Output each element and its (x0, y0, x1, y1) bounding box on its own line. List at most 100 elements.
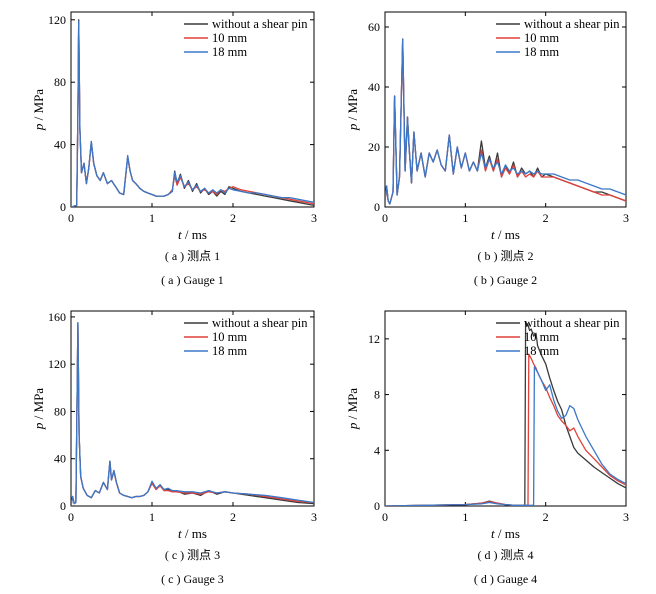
y-axis-label-var: p (345, 123, 360, 131)
y-tick-label: 40 (54, 452, 66, 466)
series-line-2 (71, 20, 314, 207)
x-axis-label: t / ms (178, 227, 207, 242)
x-tick-label: 2 (230, 211, 236, 225)
series-line-1 (385, 321, 626, 506)
caption-en: ( a ) Gauge 1 (161, 273, 224, 287)
x-tick-label: 2 (543, 211, 549, 225)
series-line-3 (71, 20, 314, 207)
x-axis-label-unit: / ms (182, 227, 207, 242)
y-axis-label-var: p (31, 123, 46, 131)
caption-cn: ( d ) 测点 4 (478, 548, 534, 562)
chart-panel-c: 0 1 2 3 0 40 80 120 160 t / ms p / MPa without a sh… (31, 310, 317, 586)
plot-frame (384, 310, 627, 507)
legend-label-3: 18 mm (524, 45, 559, 59)
legend-label-1: without a shear pin (524, 17, 620, 31)
legend-label-2: 10 mm (524, 330, 559, 344)
x-tick-label: 0 (68, 211, 74, 225)
plot-frame (70, 310, 315, 507)
x-tick-label: 2 (230, 510, 236, 524)
x-tick-label: 0 (68, 510, 74, 524)
x-tick-label: 3 (311, 510, 317, 524)
x-tick-label: 3 (623, 211, 629, 225)
x-axis-label: t / ms (491, 526, 520, 541)
x-tick-label: 3 (623, 510, 629, 524)
x-axis-label-unit: / ms (182, 526, 207, 541)
y-tick-label: 12 (368, 332, 380, 346)
y-tick-label: 20 (368, 140, 380, 154)
y-tick-label: 0 (60, 200, 66, 214)
y-axis-label: p / MPa (31, 89, 46, 131)
y-axis-label: p / MPa (31, 388, 46, 430)
y-tick-label: 4 (374, 443, 380, 457)
legend-label-1: without a shear pin (212, 17, 308, 31)
x-tick-label: 1 (462, 211, 468, 225)
x-tick-label: 1 (462, 510, 468, 524)
x-tick-label: 0 (382, 211, 388, 225)
y-tick-label: 0 (60, 499, 66, 513)
y-tick-label: 40 (54, 138, 66, 152)
y-tick-label: 40 (368, 80, 380, 94)
x-tick-label: 1 (149, 510, 155, 524)
y-axis-label-var: p (31, 422, 46, 430)
x-axis-label-var: t (491, 227, 495, 242)
series-group (385, 321, 626, 506)
legend-label-2: 10 mm (524, 31, 559, 45)
x-axis-label-var: t (178, 526, 182, 541)
series-line-3 (385, 366, 626, 506)
y-axis-label-unit: / MPa (345, 388, 360, 423)
caption-cn: ( c ) 测点 3 (165, 548, 220, 562)
y-axis-label: p / MPa (345, 89, 360, 131)
legend-label-2: 10 mm (212, 31, 247, 45)
x-tick-label: 0 (382, 510, 388, 524)
x-axis-label-var: t (491, 526, 495, 541)
legend-label-1: without a shear pin (212, 316, 308, 330)
plot-frame (384, 11, 627, 208)
y-axis-label-unit: / MPa (31, 388, 46, 423)
y-tick-label: 8 (374, 388, 380, 402)
legend-label-1: without a shear pin (524, 316, 620, 330)
y-tick-label: 80 (54, 75, 66, 89)
series-group (71, 322, 314, 506)
x-axis-label: t / ms (178, 526, 207, 541)
series-line-2 (385, 38, 626, 205)
y-tick-label: 80 (54, 404, 66, 418)
legend-label-3: 18 mm (524, 344, 559, 358)
y-axis-label: p / MPa (345, 388, 360, 430)
caption-en: ( d ) Gauge 4 (474, 572, 537, 586)
y-axis-label-unit: / MPa (31, 89, 46, 124)
chart-panel-b: 0 1 2 3 0 20 40 60 t / ms p / MPa without a shear … (345, 11, 629, 287)
legend-label-3: 18 mm (212, 344, 247, 358)
series-group (385, 38, 626, 205)
series-line-3 (385, 38, 626, 205)
y-tick-label: 120 (48, 13, 66, 27)
x-tick-label: 1 (149, 211, 155, 225)
caption-en: ( c ) Gauge 3 (161, 572, 224, 586)
x-axis-label-unit: / ms (495, 227, 520, 242)
series-line-2 (385, 353, 626, 506)
legend-label-2: 10 mm (212, 330, 247, 344)
series-line-1 (71, 19, 314, 207)
caption-en: ( b ) Gauge 2 (474, 273, 537, 287)
y-tick-label: 120 (48, 357, 66, 371)
axes: 0 1 2 3 0 40 80 120 (48, 11, 317, 225)
axes: 0 1 2 3 0 20 40 60 (368, 11, 629, 225)
plot-frame (70, 11, 315, 208)
x-tick-label: 2 (543, 510, 549, 524)
y-tick-label: 0 (374, 499, 380, 513)
axes: 0 1 2 3 0 40 80 120 160 (48, 310, 317, 524)
legend-label-3: 18 mm (212, 45, 247, 59)
x-tick-label: 3 (311, 211, 317, 225)
x-axis-label-unit: / ms (495, 526, 520, 541)
y-axis-label-unit: / MPa (345, 89, 360, 124)
y-axis-label-var: p (345, 422, 360, 430)
y-tick-label: 0 (374, 200, 380, 214)
series-line-3 (71, 322, 314, 506)
caption-cn: ( b ) 测点 2 (478, 249, 534, 263)
